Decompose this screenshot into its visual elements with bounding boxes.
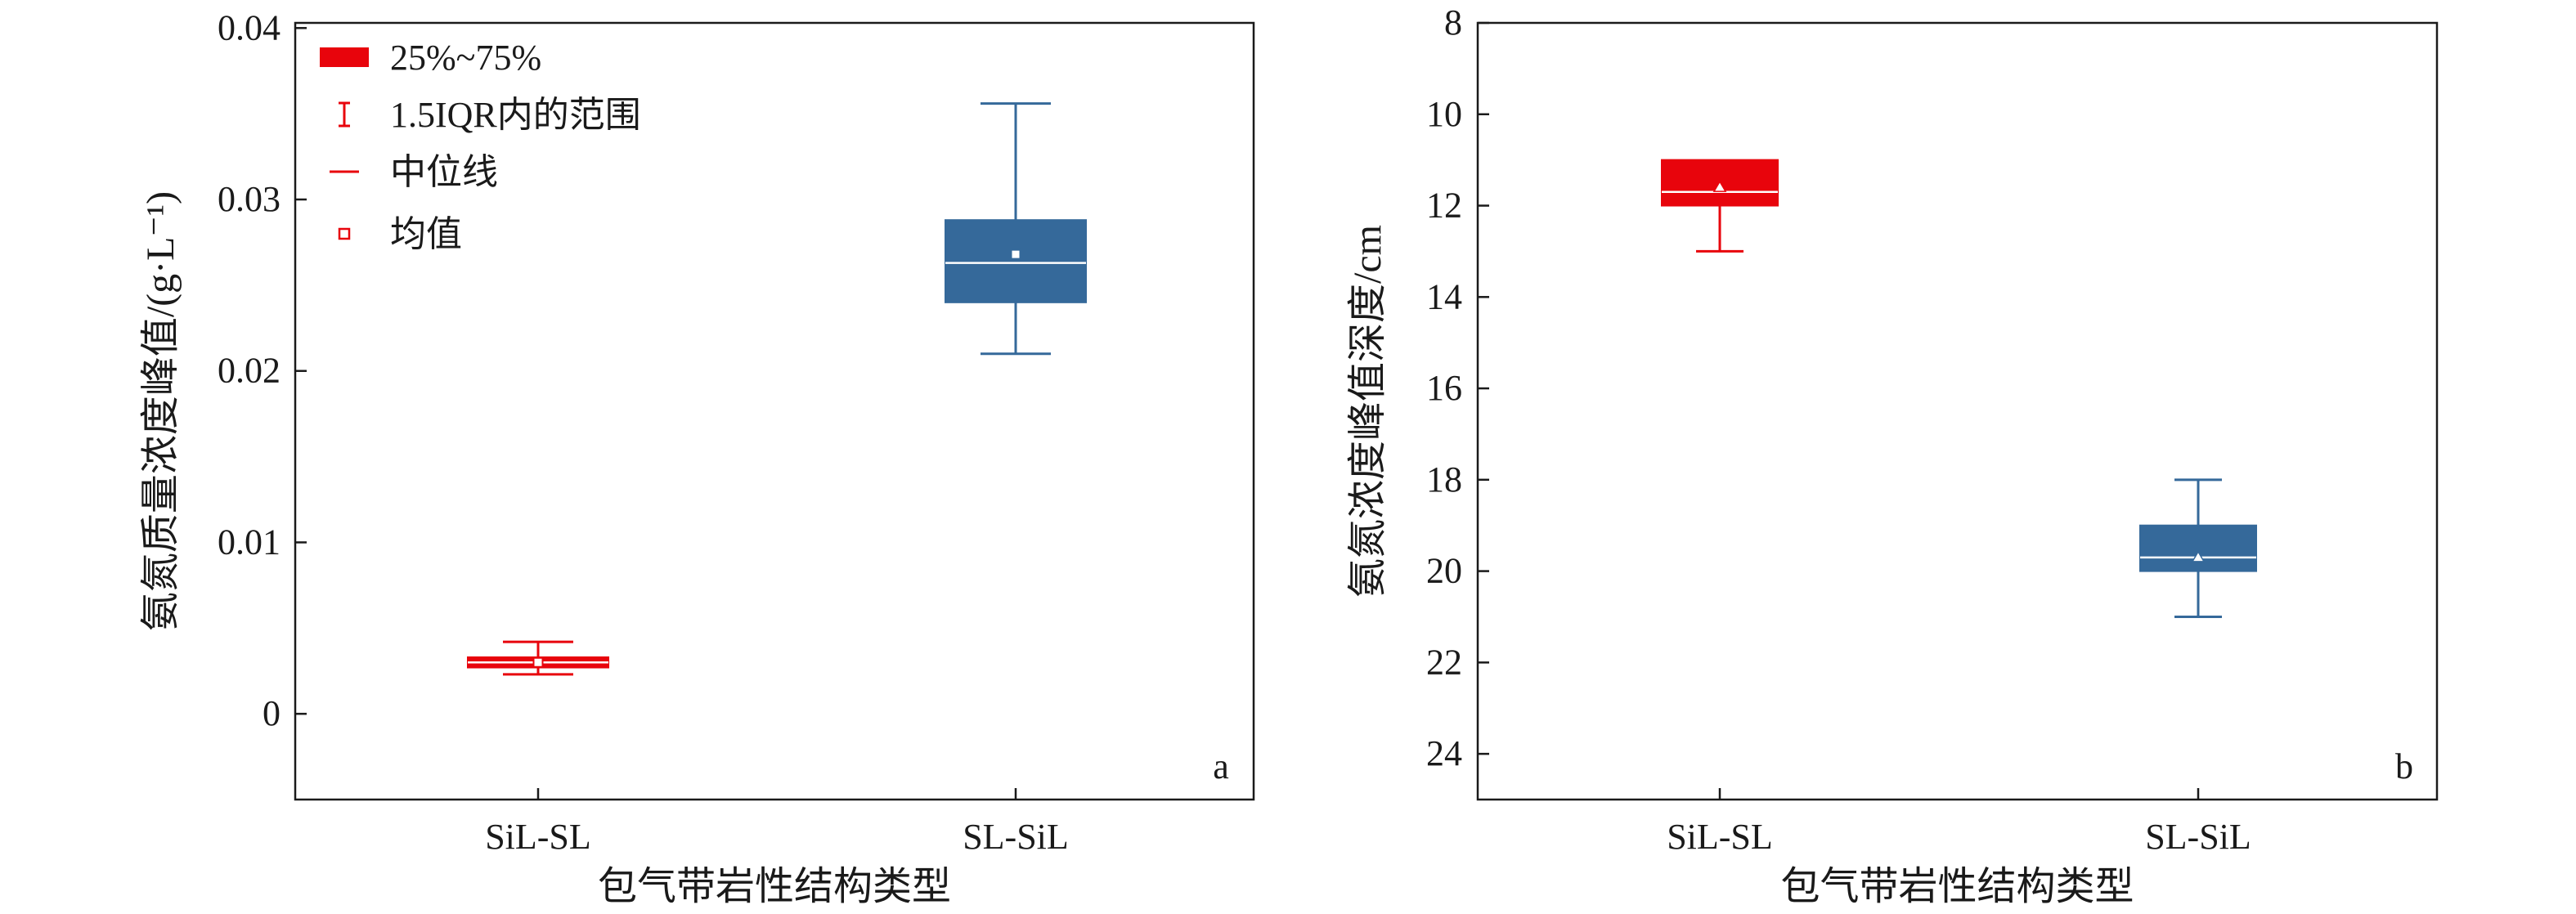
- mean-marker: [1010, 249, 1021, 260]
- legend-label: 25%~75%: [390, 38, 541, 78]
- y-tick-label: 20: [1426, 551, 1462, 591]
- mean-marker: [532, 656, 544, 668]
- x-tick-label: SiL-SL: [1667, 817, 1773, 857]
- x-tick-label: SiL-SL: [485, 817, 591, 857]
- chart-panel-a: 0 0.01 0.02 0.03 0.04 SiL-SL SL-SiL 包气带岩性结构类型 氨氮…: [139, 7, 1255, 908]
- x-tick-label: SL-SiL: [963, 817, 1069, 857]
- panel-label: a: [1213, 746, 1229, 786]
- box-sl-sil: [945, 102, 1087, 356]
- y-axis-label: 氨氮质量浓度峰值/(g·L⁻¹): [139, 191, 182, 631]
- y-tick-label: 22: [1426, 642, 1462, 682]
- y-tick-label: 24: [1426, 733, 1462, 773]
- y-axis-label: 氨氮浓度峰值深度/cm: [1346, 225, 1389, 598]
- y-tick-label: 8: [1444, 2, 1462, 43]
- y-tick-label: 18: [1426, 459, 1462, 500]
- iqr-box: [2139, 524, 2257, 572]
- plot-frame: [1476, 21, 2439, 801]
- mean-marker: [1712, 180, 1727, 192]
- box-sl-sil: [2139, 478, 2257, 618]
- y-tick-label: 14: [1426, 276, 1462, 316]
- mean-marker: [2191, 550, 2206, 562]
- y-tick-label: 0.03: [218, 179, 280, 219]
- y-tick-label: 0.02: [218, 351, 280, 391]
- legend-mean-swatch: [338, 227, 351, 240]
- iqr-box: [945, 219, 1087, 303]
- box-sil-sl: [1661, 159, 1779, 253]
- legend-label: 均值: [390, 214, 462, 254]
- y-tick-label: 12: [1426, 186, 1462, 226]
- plot-frame: [294, 21, 1255, 801]
- y-tick-label: 0: [263, 693, 280, 733]
- y-tick-label: 0.01: [218, 522, 280, 562]
- x-axis-label: 包气带岩性结构类型: [598, 865, 951, 908]
- y-tick-label: 16: [1426, 368, 1462, 408]
- iqr-box: [1661, 159, 1779, 207]
- legend-label: 1.5IQR内的范围: [390, 95, 641, 135]
- y-tick-label: 0.04: [218, 7, 280, 47]
- y-tick-label: 10: [1426, 94, 1462, 134]
- x-tick-label: SL-SiL: [2145, 817, 2251, 857]
- legend-label: 中位线: [390, 152, 498, 192]
- legend-box-swatch: [320, 47, 369, 67]
- chart-panel-b: 8 10 12 14 16 18 20 22 24 SiL-SL SL-SiL 包气带岩性结构类型 氨氮…: [1346, 2, 2439, 908]
- x-axis-label: 包气带岩性结构类型: [1780, 865, 2134, 908]
- box-sil-sl: [467, 640, 609, 676]
- panel-label: b: [2395, 746, 2413, 786]
